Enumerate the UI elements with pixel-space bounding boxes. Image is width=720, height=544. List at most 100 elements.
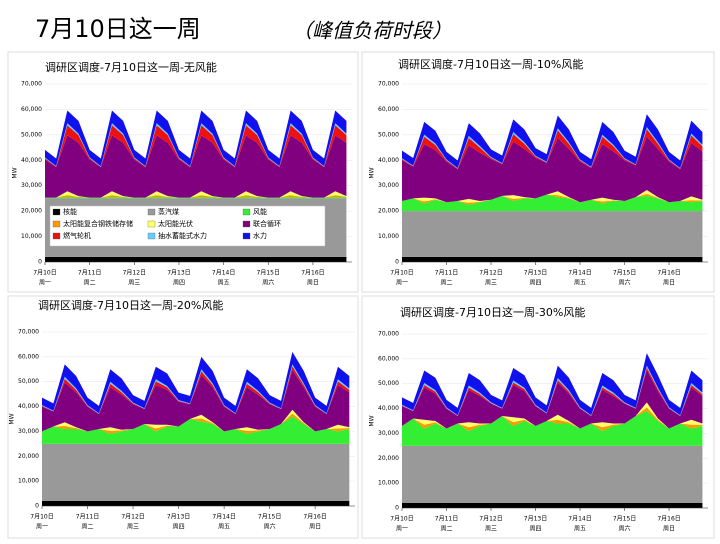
area-series: [402, 445, 703, 504]
x-tick-weekday: 周六: [619, 525, 631, 533]
y-tick-label: 50,000: [21, 131, 42, 138]
area-series: [42, 351, 350, 414]
x-tick-weekday: 周六: [262, 279, 274, 287]
legend-box: [49, 205, 326, 247]
x-tick-label: 7月12日: [123, 270, 146, 277]
x-tick-label: 7月12日: [121, 514, 144, 521]
y-tick-label: 40,000: [378, 157, 399, 164]
y-tick-label: 50,000: [378, 380, 399, 387]
y-tick-label: 40,000: [378, 405, 399, 412]
x-tick-label: 7月10日: [33, 270, 56, 277]
x-tick-label: 7月11日: [76, 514, 99, 521]
y-tick-label: 30,000: [378, 182, 399, 189]
x-tick-label: 7月14日: [568, 516, 591, 523]
x-tick-label: 7月14日: [568, 270, 591, 277]
x-tick-weekday: 周二: [441, 280, 453, 287]
x-tick-weekday: 周一: [396, 280, 408, 287]
x-tick-weekday: 周二: [441, 526, 453, 533]
x-tick-label: 7月11日: [435, 516, 458, 523]
legend-label: 蒸汽煤: [158, 207, 179, 216]
x-tick-label: 7月15日: [613, 516, 636, 523]
y-tick-label: 20,000: [18, 453, 39, 460]
x-tick-label: 7月10日: [390, 270, 413, 277]
x-tick-weekday: 周四: [173, 280, 185, 287]
legend-label: 核能: [63, 207, 77, 216]
area-series: [402, 136, 703, 203]
x-tick-label: 7月10日: [390, 516, 413, 523]
x-tick-weekday: 周四: [173, 524, 185, 531]
y-tick-label: 50,000: [18, 378, 39, 385]
x-tick-label: 7月13日: [167, 514, 190, 521]
y-axis-label: MW: [369, 415, 376, 426]
legend-swatch: [52, 232, 61, 240]
x-tick-label: 7月12日: [479, 516, 502, 523]
y-tick-label: 40,000: [18, 403, 39, 410]
x-tick-label: 7月11日: [78, 270, 101, 277]
area-series: [402, 411, 703, 446]
y-axis-label: MW: [369, 167, 376, 178]
x-tick-weekday: 周三: [485, 526, 497, 533]
y-tick-label: 20,000: [21, 208, 42, 215]
chart-panel: 调研区调度-7月10日这一周-10%风能 MW 0 10,000 20,000 30,00…: [361, 51, 715, 293]
legend-swatch: [147, 220, 156, 228]
legend-swatch: [242, 232, 251, 240]
legend-label: 水力: [253, 231, 267, 240]
x-tick-label: 7月12日: [479, 270, 502, 277]
legend-swatch: [52, 220, 61, 228]
y-tick-label: 10,000: [21, 233, 42, 240]
x-tick-weekday: 周六: [264, 523, 276, 531]
legend-swatch: [242, 208, 251, 216]
x-tick-label: 7月16日: [301, 270, 324, 277]
area-series: [45, 110, 347, 167]
legend-swatch: [242, 220, 251, 228]
area-series: [45, 191, 347, 198]
slide-subtitle: （峰值负荷时段）: [292, 19, 452, 43]
x-tick-weekday: 周一: [39, 280, 51, 287]
y-tick-label: 70,000: [21, 81, 42, 88]
x-tick-weekday: 周三: [127, 524, 139, 531]
area-series: [42, 416, 350, 444]
x-tick-weekday: 周五: [218, 524, 230, 531]
x-tick-label: 7月16日: [657, 516, 680, 523]
legend-label: 太阳能复合钢铁储存储: [63, 219, 133, 228]
x-tick-label: 7月13日: [524, 270, 547, 277]
x-tick-weekday: 周三: [128, 280, 140, 287]
y-tick-label: 10,000: [378, 233, 399, 240]
area-series: [402, 211, 703, 257]
x-tick-weekday: 周五: [574, 280, 586, 287]
y-tick-label: 60,000: [378, 106, 399, 113]
x-tick-weekday: 周二: [82, 524, 94, 531]
x-tick-label: 7月15日: [258, 514, 281, 521]
area-series: [402, 503, 703, 508]
y-tick-label: 0: [35, 503, 39, 510]
area-series: [402, 193, 703, 205]
area-series: [45, 135, 347, 198]
x-tick-weekday: 周日: [663, 280, 675, 287]
area-series: [402, 194, 703, 212]
legend-swatch: [52, 208, 61, 216]
y-tick-label: 70,000: [378, 331, 399, 338]
x-tick-label: 7月14日: [212, 270, 235, 277]
x-tick-label: 7月13日: [524, 516, 547, 523]
y-tick-label: 70,000: [378, 81, 399, 88]
y-tick-label: 40,000: [21, 157, 42, 164]
x-tick-label: 7月13日: [167, 270, 190, 277]
legend-swatch: [147, 232, 156, 240]
y-tick-label: 30,000: [18, 428, 39, 435]
y-tick-label: 70,000: [18, 329, 39, 336]
chart-panel: 调研区调度-7月10日这一周-无风能 MW 0 10,000 20,000 30,000 4…: [7, 51, 359, 293]
legend-swatch: [147, 208, 156, 216]
y-tick-label: 0: [395, 259, 399, 266]
x-tick-label: 7月16日: [303, 514, 326, 521]
area-series: [402, 129, 703, 170]
x-tick-label: 7月15日: [257, 270, 280, 277]
y-tick-label: 0: [38, 259, 42, 266]
chart-title: 调研区调度-7月10日这一周-10%风能: [398, 57, 583, 71]
x-tick-weekday: 周二: [84, 280, 96, 287]
y-tick-label: 0: [395, 505, 399, 512]
y-tick-label: 20,000: [378, 455, 399, 462]
x-tick-weekday: 周三: [485, 280, 497, 287]
area-series: [45, 256, 347, 262]
x-tick-weekday: 周日: [663, 526, 675, 533]
